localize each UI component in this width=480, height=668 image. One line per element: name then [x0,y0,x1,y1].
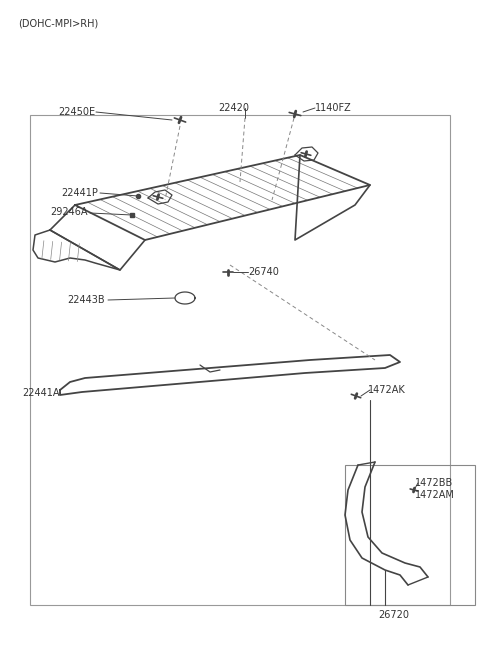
Text: 26720: 26720 [378,610,409,620]
Text: 22441A: 22441A [23,388,60,398]
Text: 22443B: 22443B [67,295,105,305]
Text: 22441P: 22441P [61,188,98,198]
Text: 29246A: 29246A [50,207,88,217]
Text: (DOHC-MPI>RH): (DOHC-MPI>RH) [18,18,98,28]
Text: 1140FZ: 1140FZ [315,103,352,113]
Text: 1472BB: 1472BB [415,478,453,488]
Bar [30,115,450,605]
Text: 1472AM: 1472AM [415,490,455,500]
Text: 1472AK: 1472AK [368,385,406,395]
Text: 26740: 26740 [248,267,279,277]
Text: 22450E: 22450E [58,107,95,117]
Text: 22420: 22420 [218,103,249,113]
Bar [345,465,475,605]
